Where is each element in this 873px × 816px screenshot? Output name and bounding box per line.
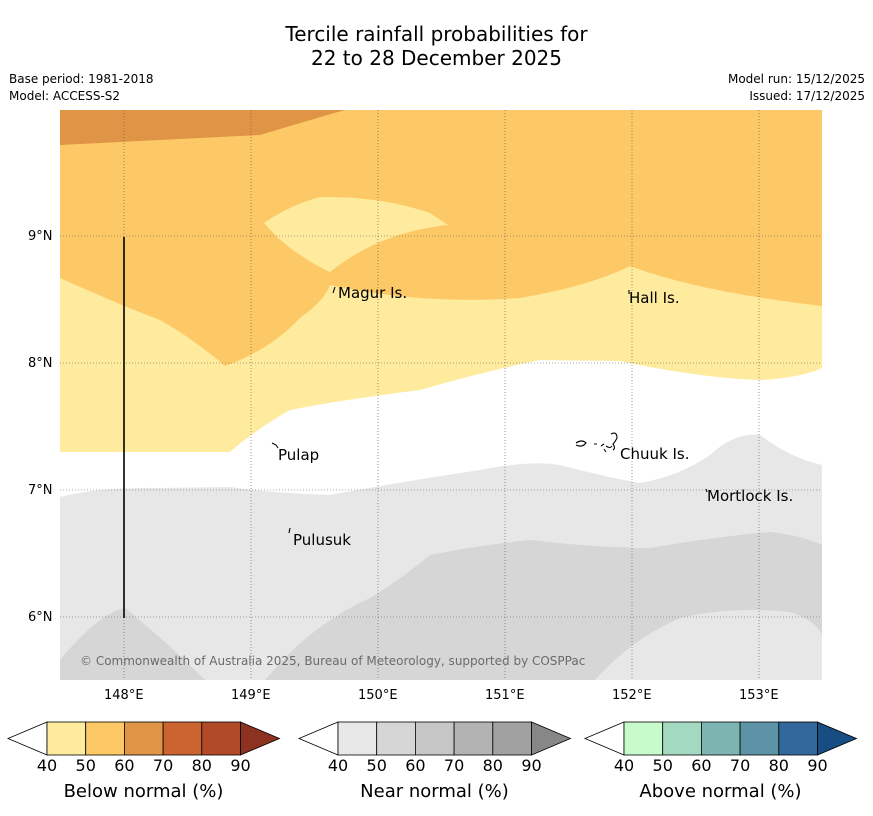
- colorbars: [6, 721, 858, 756]
- colorbar-label-near: Near normal (%): [360, 781, 509, 802]
- colorbar-label-above: Above normal (%): [639, 781, 802, 802]
- colorbar-segment: [46, 721, 87, 756]
- colorbar-segment: [453, 721, 494, 756]
- colorbar-above-normal: [583, 721, 858, 756]
- colorbar-tick-label: 90: [230, 756, 251, 775]
- colorbar-tick-label: 70: [729, 756, 751, 775]
- model-name: Model: ACCESS-S2: [9, 89, 121, 103]
- lon-label-152e: 152°E: [612, 688, 652, 703]
- colorbar-segment: [376, 721, 416, 756]
- colorbar-tick-label: 40: [613, 756, 635, 775]
- meta-right: Model run: 15/12/2025 Issued: 17/12/2025: [728, 71, 865, 105]
- colorbar-segment: [162, 721, 203, 756]
- chuuk-islands-shape: [575, 432, 618, 453]
- colorbar-tick-label: 60: [691, 756, 712, 775]
- near-40-inner: [595, 610, 822, 680]
- place-magur: Magur Is.: [338, 284, 408, 302]
- base-period: Base period: 1981-2018: [9, 72, 154, 86]
- lat-label-6n: 6°N: [28, 610, 53, 625]
- pulusuk-island-shape: [288, 527, 291, 534]
- lon-label-149e: 149°E: [231, 688, 271, 703]
- colorbar-segment: [778, 721, 818, 756]
- colorbar-segment: [492, 721, 532, 756]
- colorbar-segment: [85, 721, 125, 756]
- colorbar-tick-label: 50: [366, 756, 387, 775]
- colorbar-tick-label: 70: [443, 756, 465, 775]
- colorbar-tick-label: 80: [482, 756, 503, 775]
- copyright-notice: © Commonwealth of Australia 2025, Bureau…: [80, 654, 586, 668]
- model-run: Model run: 15/12/2025: [727, 72, 865, 86]
- colorbar-below-normal: [6, 721, 281, 756]
- colorbar-tick-label: 90: [521, 756, 542, 775]
- title-line-2: 22 to 28 December 2025: [310, 46, 562, 70]
- map-title: Tercile rainfall probabilities for 22 to…: [0, 22, 873, 70]
- colorbar-extend-high: [817, 721, 858, 756]
- colorbar-segment: [201, 721, 241, 756]
- colorbar-segment: [337, 721, 378, 756]
- lat-label-9n: 9°N: [28, 229, 53, 244]
- colorbar-tick-label: 50: [652, 756, 673, 775]
- meta-left: Base period: 1981-2018 Model: ACCESS-S2: [9, 71, 154, 105]
- below-50-patch: [264, 196, 448, 272]
- mortlock-island-shape: [705, 488, 708, 493]
- colorbar-segment: [124, 721, 164, 756]
- colorbar-near-normal: [297, 721, 572, 756]
- colorbar-segment: [623, 721, 664, 756]
- colorbar-tick-label: 50: [75, 756, 96, 775]
- colorbar-tick-label: 70: [152, 756, 174, 775]
- colorbar-tick-label: 80: [191, 756, 212, 775]
- colorbar-tick-label: 60: [114, 756, 135, 775]
- colorbar-segment: [662, 721, 702, 756]
- below-70-strip: [60, 110, 345, 145]
- lat-label-8n: 8°N: [28, 356, 53, 371]
- colorbar-segment: [701, 721, 741, 756]
- lon-label-151e: 151°E: [485, 688, 525, 703]
- title-line-1: Tercile rainfall probabilities for: [285, 22, 588, 46]
- colorbar-extend-low: [297, 721, 339, 756]
- pulap-island-shape: [271, 442, 279, 449]
- lon-label-150e: 150°E: [358, 688, 398, 703]
- colorbar-tick-label: 40: [327, 756, 349, 775]
- lon-label-153e: 153°E: [739, 688, 779, 703]
- colorbar-tick-label: 40: [36, 756, 58, 775]
- place-pulusuk: Pulusuk: [293, 531, 351, 549]
- near-50-region: [60, 532, 822, 680]
- magur-island-shape: [332, 286, 336, 294]
- colorbar-extend-high: [531, 721, 572, 756]
- colorbar-extend-high: [240, 721, 281, 756]
- lon-label-148e: 148°E: [104, 688, 144, 703]
- lat-label-7n: 7°N: [28, 483, 53, 498]
- issued-date: Issued: 17/12/2025: [749, 89, 865, 103]
- place-chuuk: Chuuk Is.: [620, 445, 690, 463]
- colorbar-tick-label: 80: [768, 756, 789, 775]
- colorbar-segment: [739, 721, 780, 756]
- colorbar-tick-label: 90: [807, 756, 828, 775]
- colorbar-extend-low: [6, 721, 48, 756]
- colorbar-extend-low: [583, 721, 625, 756]
- place-pulap: Pulap: [278, 446, 320, 464]
- place-hall: Hall Is.: [629, 289, 680, 307]
- island-marks: [271, 286, 708, 534]
- colorbar-tick-label: 60: [405, 756, 426, 775]
- colorbar-segment: [414, 721, 455, 756]
- place-mortlock: Mortlock Is.: [707, 487, 794, 505]
- colorbar-label-below: Below normal (%): [63, 781, 224, 802]
- probability-map: [60, 110, 822, 680]
